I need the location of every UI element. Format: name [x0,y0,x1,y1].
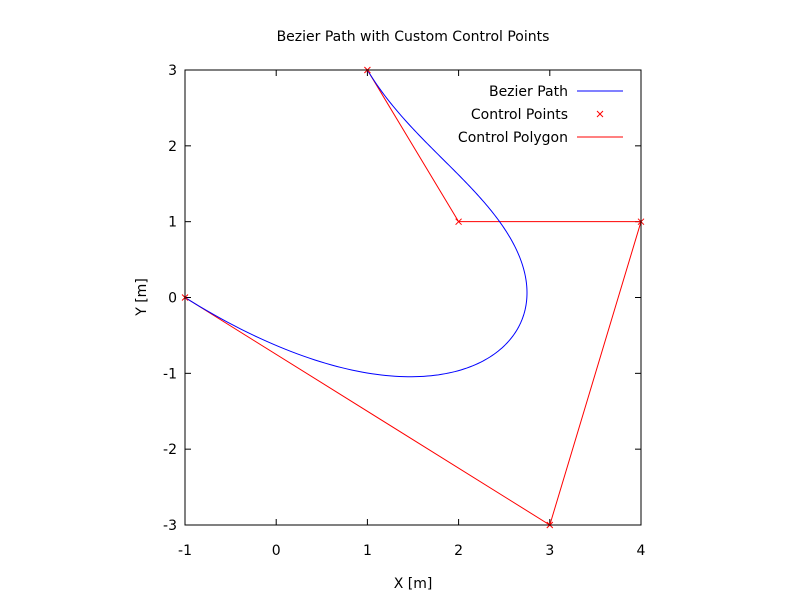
x-tick-label: 1 [363,543,372,559]
y-tick-label: -3 [163,518,177,534]
bezier-path-line [184,69,528,378]
control-polygon-line [184,69,642,526]
x-tick-label: 4 [637,543,646,559]
y-tick-label: 3 [168,63,177,79]
y-axis-ticks: -3 -2 -1 0 1 2 3 [163,63,641,534]
x-tick-label: 0 [272,543,281,559]
y-tick-label: 1 [168,215,177,231]
control-points [181,66,645,529]
y-tick-label: 2 [168,139,177,155]
x-tick-label: -1 [178,543,192,559]
y-tick-label: -2 [163,442,177,458]
x-tick-label: 3 [545,543,554,559]
legend-label: Control Points [471,107,568,123]
legend-label: Control Polygon [458,130,568,146]
y-tick-label: -1 [163,366,177,382]
y-axis-label: Y [m] [134,278,150,317]
x-tick-label: 2 [454,543,463,559]
legend-swatch-points [596,110,604,118]
control-point-marker [455,218,462,226]
x-axis-label: X [m] [394,576,433,592]
chart-title: Bezier Path with Custom Control Points [277,29,550,45]
y-tick-label: 0 [168,291,177,307]
plot-frame [184,69,642,526]
legend-label: Bezier Path [489,84,568,100]
legend: Bezier Path Control Points Control Polygon [458,84,623,146]
